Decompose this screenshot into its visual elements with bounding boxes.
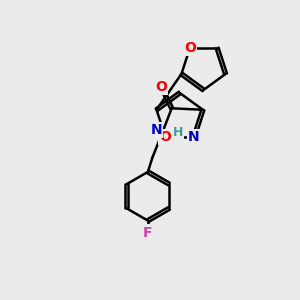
Text: F: F <box>143 226 153 239</box>
Text: N: N <box>188 130 200 144</box>
Text: H: H <box>173 127 183 140</box>
Text: N: N <box>150 123 162 137</box>
Text: O: O <box>184 41 196 55</box>
Text: O: O <box>160 130 171 144</box>
Text: O: O <box>155 80 167 94</box>
